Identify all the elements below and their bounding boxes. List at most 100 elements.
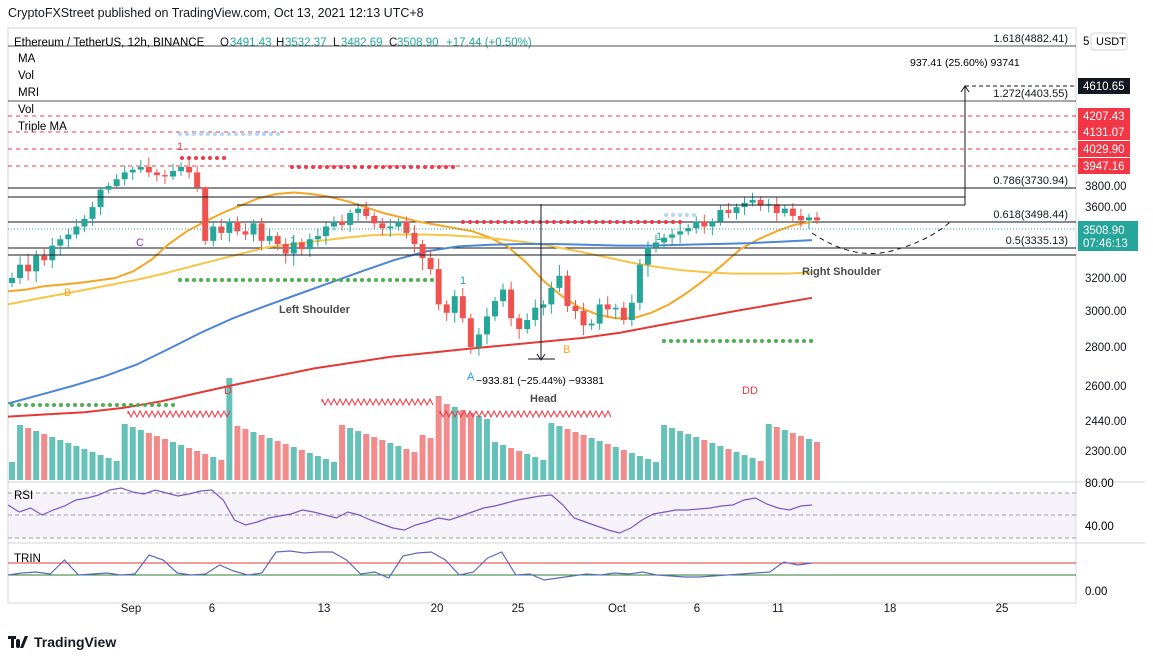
- right-shoulder-label: Right Shoulder: [802, 266, 882, 278]
- volume-bar: [290, 447, 297, 480]
- wave-marker: [439, 409, 612, 419]
- down-move-label: −933.81 (−25.44%) −93381: [476, 375, 604, 387]
- volume-bar: [443, 404, 450, 480]
- x-tick-label: 11: [772, 603, 784, 615]
- dot-marker: [580, 220, 584, 224]
- dotted-markers: [10, 132, 813, 407]
- candle-body: [572, 306, 579, 311]
- candle-body: [113, 179, 120, 186]
- candle-body: [620, 307, 627, 320]
- volume-bar: [483, 419, 490, 480]
- dot-marker: [311, 165, 315, 169]
- dot-marker: [690, 339, 694, 343]
- trin-tick-0: 0.00: [1085, 586, 1107, 598]
- dot-marker: [80, 403, 84, 407]
- dot-marker: [360, 278, 364, 282]
- dot-marker: [241, 132, 245, 136]
- dot-marker: [255, 278, 259, 282]
- volume-bar: [612, 447, 619, 480]
- y-tick-label: 3800.00: [1085, 181, 1127, 193]
- price-tag: [1078, 158, 1130, 174]
- volume-bar: [524, 454, 531, 480]
- tradingview-logo[interactable]: TradingView: [8, 634, 116, 650]
- candle-body: [226, 221, 233, 233]
- footer: TradingView: [0, 626, 1153, 659]
- candle-body: [403, 221, 410, 233]
- legend-h-label: H: [276, 37, 284, 49]
- dot-marker: [496, 220, 500, 224]
- volume-bar: [25, 428, 32, 480]
- candle-body: [749, 199, 756, 203]
- fib-retracement[interactable]: 1.618(4882.41) 1.272(4403.55) 0.786(3730.9…: [8, 33, 1076, 249]
- volume-bar: [282, 444, 289, 480]
- candle-body: [467, 318, 474, 347]
- dot-marker: [192, 132, 196, 136]
- volume-bar: [403, 449, 410, 480]
- trin-label[interactable]: TRIN: [14, 553, 41, 565]
- legend-indicator[interactable]: Vol: [18, 104, 34, 116]
- volume-bar: [814, 442, 820, 480]
- dot-marker: [94, 403, 98, 407]
- volume-bar: [685, 434, 692, 480]
- volume-bar: [725, 449, 732, 480]
- dot-marker: [227, 132, 231, 136]
- legend-indicator[interactable]: Triple MA: [18, 121, 67, 133]
- candle-body: [492, 301, 498, 317]
- volume-bar: [331, 462, 337, 480]
- signal-1-label: 1: [460, 275, 466, 287]
- tradingview-chart[interactable]: Ethereum / TetherUS, 12h, BINANCE O 3491…: [0, 26, 1153, 626]
- candle-body: [475, 334, 482, 347]
- dot-marker: [180, 156, 184, 160]
- dot-marker: [220, 278, 224, 282]
- legend-indicator[interactable]: Vol: [18, 70, 34, 82]
- dot-marker: [683, 339, 687, 343]
- legend-indicator[interactable]: MA: [18, 53, 36, 65]
- dot-marker: [143, 403, 147, 407]
- volume-bar: [355, 431, 362, 480]
- dot-marker: [409, 165, 413, 169]
- candle-body: [371, 215, 378, 224]
- rsi-label[interactable]: RSI: [14, 490, 33, 502]
- volume-bar: [322, 459, 329, 480]
- dot-marker: [395, 165, 399, 169]
- volume-bar: [508, 448, 515, 480]
- volume-bar: [41, 434, 48, 480]
- candle-body: [636, 264, 643, 303]
- candle-body: [701, 221, 708, 227]
- volume-bar: [347, 428, 354, 480]
- x-tick-label: 13: [318, 603, 331, 615]
- dot-marker: [711, 339, 715, 343]
- pane-count[interactable]: 5: [1083, 36, 1089, 48]
- dot-marker: [671, 220, 675, 224]
- legend-change: +17.44 (+0.50%): [446, 37, 532, 49]
- volume-bar: [805, 439, 812, 480]
- dot-marker: [248, 278, 252, 282]
- x-axis[interactable]: Sep 6 13 20 25 Oct 6 11 18 25: [121, 603, 1009, 615]
- candle-body: [395, 221, 402, 227]
- dot-marker: [269, 132, 273, 136]
- candle-body: [757, 199, 764, 206]
- volume-bar: [661, 425, 668, 480]
- candle-body: [500, 289, 507, 302]
- dot-marker: [304, 278, 308, 282]
- currency-label[interactable]: USDT: [1096, 36, 1126, 48]
- dot-marker: [430, 165, 434, 169]
- candle-body: [331, 221, 337, 227]
- dot-marker: [746, 339, 750, 343]
- volume-bar: [451, 407, 458, 480]
- volume-bar: [781, 430, 788, 480]
- volume-bar: [492, 442, 498, 480]
- dot-marker: [566, 220, 570, 224]
- dot-marker: [725, 339, 729, 343]
- candle-body: [443, 304, 450, 313]
- dot-marker: [388, 165, 392, 169]
- dot-marker: [87, 403, 91, 407]
- dot-marker: [381, 278, 385, 282]
- dot-marker: [517, 220, 521, 224]
- currency-button[interactable]: [1090, 32, 1128, 51]
- signal-b-label: B: [563, 344, 570, 356]
- volume-bar: [161, 439, 168, 480]
- x-tick-label: Oct: [608, 603, 627, 615]
- dot-marker: [215, 156, 219, 160]
- legend-indicator[interactable]: MRI: [18, 87, 39, 99]
